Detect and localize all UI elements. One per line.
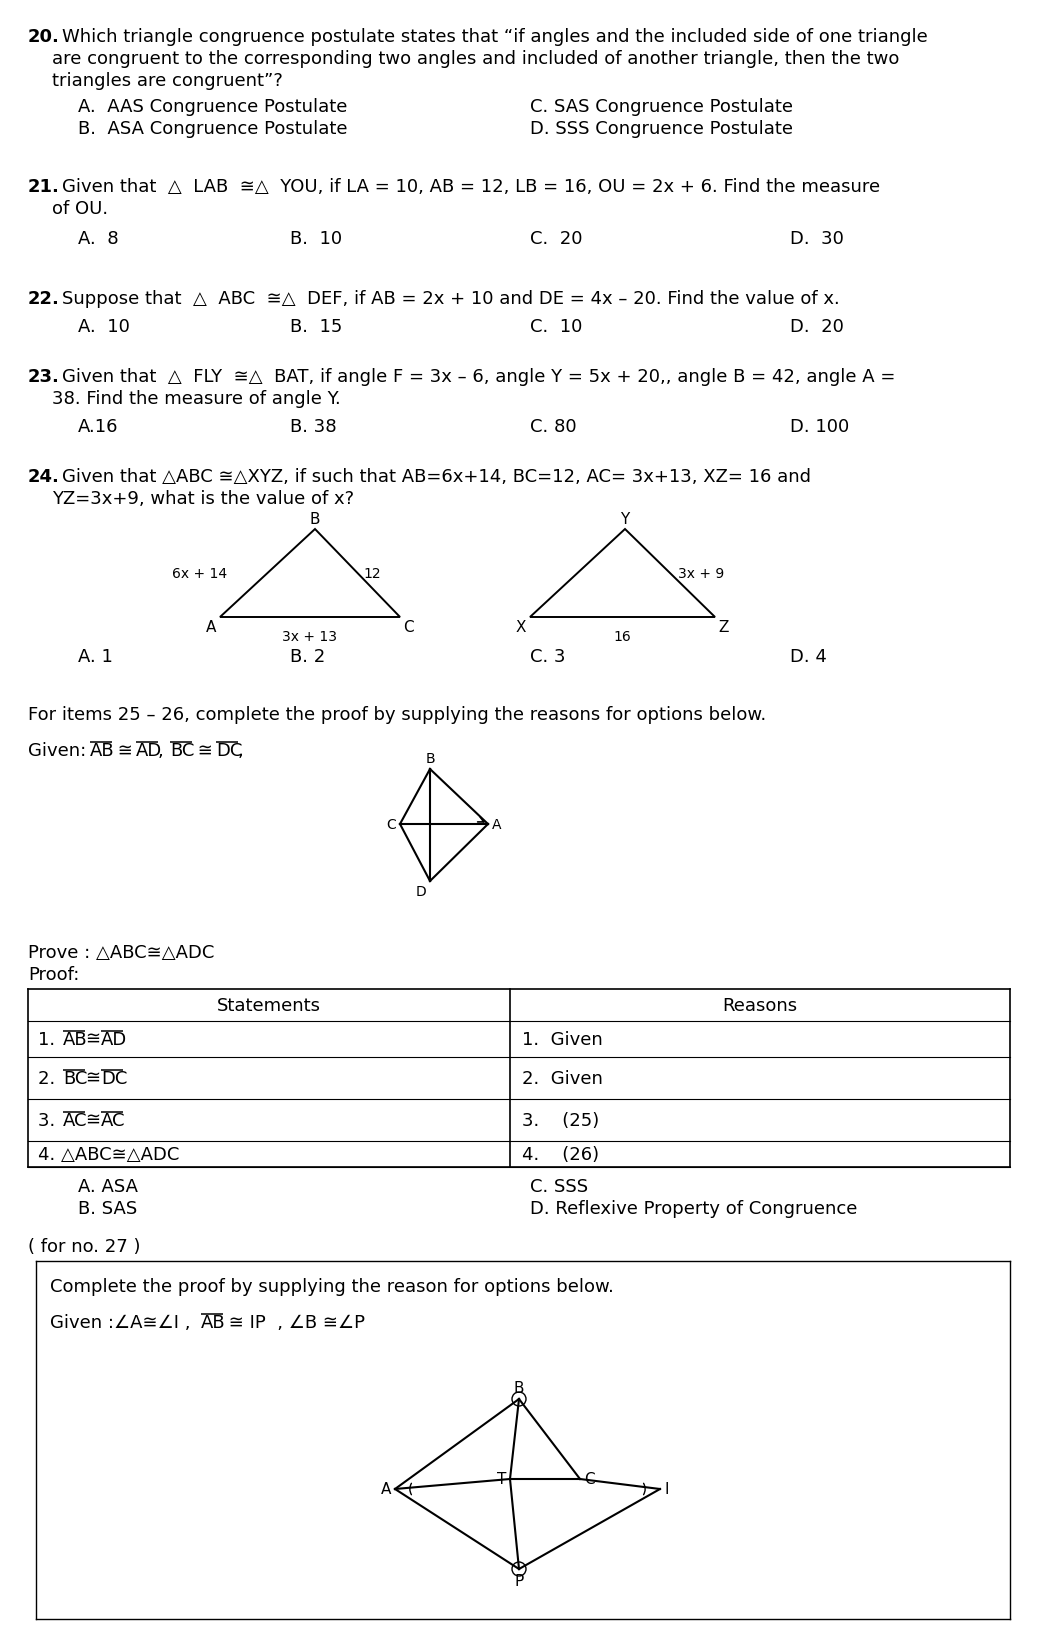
- Text: D. 4: D. 4: [790, 648, 827, 666]
- Text: C: C: [584, 1472, 595, 1487]
- Text: C: C: [386, 818, 397, 831]
- Text: ≅: ≅: [85, 1069, 100, 1087]
- Text: D: D: [415, 885, 426, 899]
- Text: ( for no. 27 ): ( for no. 27 ): [28, 1237, 140, 1255]
- Text: D. SSS Congruence Postulate: D. SSS Congruence Postulate: [530, 119, 793, 139]
- Text: C. SSS: C. SSS: [530, 1177, 589, 1195]
- Text: C.  10: C. 10: [530, 318, 582, 336]
- Text: 2.  Given: 2. Given: [522, 1069, 603, 1087]
- Text: C.  20: C. 20: [530, 230, 582, 248]
- Text: Given that  △  LAB  ≅△  YOU, if LA = 10, AB = 12, LB = 16, OU = 2x + 6. Find the: Given that △ LAB ≅△ YOU, if LA = 10, AB …: [62, 178, 880, 196]
- Text: B.  10: B. 10: [290, 230, 343, 248]
- Text: DC: DC: [101, 1069, 128, 1087]
- Text: B: B: [426, 752, 435, 765]
- Text: B: B: [514, 1381, 524, 1395]
- Text: DC: DC: [216, 741, 243, 759]
- Text: AB: AB: [201, 1314, 225, 1332]
- Text: P: P: [515, 1573, 523, 1588]
- Text: A: A: [381, 1482, 391, 1497]
- Text: Given:: Given:: [28, 741, 92, 759]
- Text: A.  AAS Congruence Postulate: A. AAS Congruence Postulate: [78, 98, 348, 116]
- Text: D.  20: D. 20: [790, 318, 844, 336]
- Text: 3x + 13: 3x + 13: [282, 630, 337, 643]
- Text: A.  8: A. 8: [78, 230, 118, 248]
- Text: Suppose that  △  ABC  ≅△  DEF, if AB = 2x + 10 and DE = 4x – 20. Find the value : Suppose that △ ABC ≅△ DEF, if AB = 2x + …: [62, 290, 840, 308]
- Text: For items 25 – 26, complete the proof by supplying the reasons for options below: For items 25 – 26, complete the proof by…: [28, 705, 766, 723]
- Text: A.  10: A. 10: [78, 318, 130, 336]
- Text: Prove : △ABC≅△ADC: Prove : △ABC≅△ADC: [28, 943, 215, 961]
- Text: ≅ IP  , ∠B ≅∠P: ≅ IP , ∠B ≅∠P: [223, 1314, 365, 1332]
- Text: I: I: [664, 1482, 668, 1497]
- Text: 16: 16: [613, 630, 631, 643]
- Text: AC: AC: [63, 1111, 87, 1129]
- Text: BC: BC: [170, 741, 194, 759]
- Text: 6x + 14: 6x + 14: [172, 566, 227, 581]
- Text: D. 100: D. 100: [790, 418, 849, 436]
- Text: 24.: 24.: [28, 468, 60, 486]
- Text: C. 3: C. 3: [530, 648, 566, 666]
- Text: 1.  Given: 1. Given: [522, 1030, 603, 1048]
- Text: ,: ,: [158, 741, 169, 759]
- Text: YZ=3x+9, what is the value of x?: YZ=3x+9, what is the value of x?: [52, 490, 354, 508]
- Text: A: A: [492, 818, 501, 831]
- Text: B.  ASA Congruence Postulate: B. ASA Congruence Postulate: [78, 119, 348, 139]
- Text: 23.: 23.: [28, 367, 60, 385]
- Text: Y: Y: [621, 512, 630, 527]
- Text: A. ASA: A. ASA: [78, 1177, 138, 1195]
- Text: C. SAS Congruence Postulate: C. SAS Congruence Postulate: [530, 98, 793, 116]
- Text: 1.: 1.: [38, 1030, 61, 1048]
- Text: 22.: 22.: [28, 290, 60, 308]
- Text: B.  15: B. 15: [290, 318, 343, 336]
- Text: Z: Z: [718, 620, 729, 635]
- Text: 3.    (25): 3. (25): [522, 1111, 599, 1129]
- Text: B. 2: B. 2: [290, 648, 325, 666]
- Text: Given that △ABC ≅△XYZ, if such that AB=6x+14, BC=12, AC= 3x+13, XZ= 16 and: Given that △ABC ≅△XYZ, if such that AB=6…: [62, 468, 811, 486]
- Text: 20.: 20.: [28, 28, 60, 46]
- Text: AC: AC: [101, 1111, 126, 1129]
- Text: Which triangle congruence postulate states that “if angles and the included side: Which triangle congruence postulate stat…: [62, 28, 928, 46]
- Text: 4. △ABC≅△ADC: 4. △ABC≅△ADC: [38, 1146, 180, 1164]
- Text: B. SAS: B. SAS: [78, 1200, 137, 1217]
- Text: AD: AD: [101, 1030, 128, 1048]
- Text: Given :∠A≅∠I ,: Given :∠A≅∠I ,: [50, 1314, 196, 1332]
- Text: Proof:: Proof:: [28, 966, 79, 984]
- Text: 2.: 2.: [38, 1069, 61, 1087]
- Text: 4.    (26): 4. (26): [522, 1146, 599, 1164]
- Text: B: B: [309, 512, 321, 527]
- Text: of OU.: of OU.: [52, 199, 108, 217]
- Text: 3x + 9: 3x + 9: [678, 566, 725, 581]
- Text: ≅: ≅: [85, 1030, 100, 1048]
- Text: AB: AB: [90, 741, 114, 759]
- Text: ≅: ≅: [112, 741, 139, 759]
- Text: Complete the proof by supplying the reason for options below.: Complete the proof by supplying the reas…: [50, 1278, 613, 1296]
- Text: D. Reflexive Property of Congruence: D. Reflexive Property of Congruence: [530, 1200, 857, 1217]
- Text: B. 38: B. 38: [290, 418, 336, 436]
- Text: AD: AD: [136, 741, 162, 759]
- Text: 21.: 21.: [28, 178, 60, 196]
- Text: A: A: [206, 620, 216, 635]
- Text: ,: ,: [238, 741, 244, 759]
- Text: 3.: 3.: [38, 1111, 61, 1129]
- Text: 12: 12: [363, 566, 381, 581]
- Text: T: T: [496, 1472, 506, 1487]
- Text: D.  30: D. 30: [790, 230, 844, 248]
- Text: ≅: ≅: [85, 1111, 100, 1129]
- Text: are congruent to the corresponding two angles and included of another triangle, : are congruent to the corresponding two a…: [52, 51, 899, 69]
- Text: X: X: [516, 620, 526, 635]
- Text: A.16: A.16: [78, 418, 118, 436]
- Text: AB: AB: [63, 1030, 87, 1048]
- Text: C: C: [403, 620, 413, 635]
- Text: Statements: Statements: [217, 997, 321, 1015]
- Text: ≅: ≅: [192, 741, 219, 759]
- Text: A. 1: A. 1: [78, 648, 113, 666]
- Text: Reasons: Reasons: [722, 997, 797, 1015]
- Text: Given that  △  FLY  ≅△  BAT, if angle F = 3x – 6, angle Y = 5x + 20,, angle B = : Given that △ FLY ≅△ BAT, if angle F = 3x…: [62, 367, 896, 385]
- Text: C. 80: C. 80: [530, 418, 577, 436]
- Text: 38. Find the measure of angle Y.: 38. Find the measure of angle Y.: [52, 390, 340, 408]
- Text: BC: BC: [63, 1069, 87, 1087]
- Text: triangles are congruent”?: triangles are congruent”?: [52, 72, 283, 90]
